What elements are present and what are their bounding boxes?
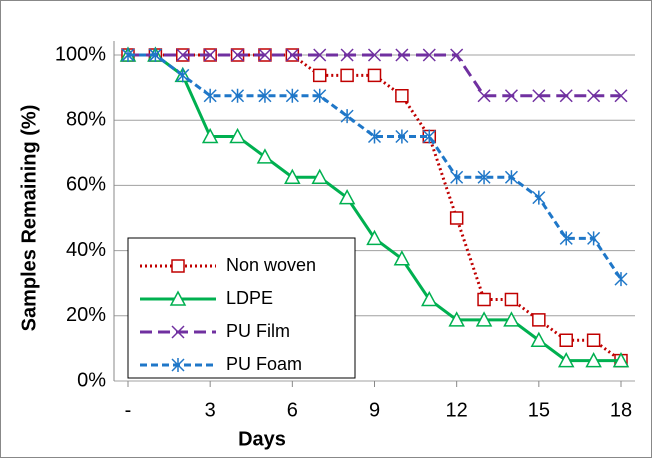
marker	[477, 170, 491, 185]
marker	[231, 48, 245, 62]
marker	[203, 48, 217, 62]
marker	[313, 88, 327, 103]
marker	[586, 333, 601, 347]
marker	[340, 68, 354, 83]
y-tick-label: 40%	[66, 239, 106, 261]
marker	[312, 68, 327, 83]
marker	[121, 48, 135, 62]
x-tick-label: 12	[446, 399, 468, 421]
marker	[559, 231, 573, 246]
marker	[201, 127, 219, 144]
legend-marker	[171, 325, 185, 339]
legend-marker	[169, 290, 187, 306]
marker	[530, 331, 548, 347]
legend-label: PU Film	[226, 321, 290, 341]
marker	[614, 89, 628, 103]
marker	[585, 352, 602, 368]
x-tick-label: -	[125, 399, 132, 421]
marker	[176, 68, 190, 83]
x-tick-label: 9	[369, 399, 380, 421]
marker	[176, 48, 190, 62]
x-tick-label: 15	[528, 399, 550, 421]
legend-marker	[171, 358, 185, 372]
marker	[612, 352, 630, 368]
marker	[367, 68, 382, 83]
y-tick-label: 100%	[55, 43, 106, 65]
marker	[340, 48, 354, 62]
x-axis-title: Days	[238, 428, 286, 450]
marker	[285, 88, 299, 103]
y-tick-label: 0%	[77, 369, 106, 391]
marker	[504, 170, 518, 185]
marker	[148, 48, 162, 62]
marker	[504, 89, 518, 103]
y-tick-label: 80%	[66, 108, 106, 130]
legend-marker	[171, 259, 185, 273]
x-tick-label: 18	[610, 399, 632, 421]
marker	[503, 311, 520, 327]
marker	[449, 211, 464, 225]
marker	[395, 129, 409, 144]
y-axis-title: Samples Remaining (%)	[18, 105, 40, 332]
marker	[614, 272, 628, 287]
y-tick-label: 20%	[66, 304, 106, 326]
marker	[393, 250, 411, 266]
marker	[587, 231, 601, 246]
marker	[422, 48, 436, 62]
marker	[258, 88, 272, 103]
marker	[231, 88, 245, 103]
marker	[285, 48, 299, 62]
legend-label: LDPE	[226, 288, 273, 308]
marker	[532, 190, 546, 205]
marker	[284, 168, 301, 184]
marker	[477, 292, 491, 307]
marker	[366, 229, 383, 246]
marker	[203, 88, 217, 103]
marker	[311, 168, 328, 184]
marker	[340, 109, 354, 124]
marker	[475, 311, 493, 327]
marker	[367, 129, 382, 144]
legend	[127, 237, 356, 379]
marker	[229, 127, 246, 144]
marker	[313, 48, 327, 62]
marker	[422, 129, 436, 144]
marker	[587, 89, 601, 103]
marker	[256, 148, 274, 164]
marker	[450, 48, 464, 62]
marker	[504, 292, 519, 307]
legend-label: Non woven	[226, 255, 316, 275]
marker	[532, 313, 546, 327]
marker	[559, 333, 573, 347]
marker	[395, 48, 409, 62]
marker	[367, 48, 382, 62]
marker	[421, 290, 438, 307]
x-tick-label: 6	[287, 399, 298, 421]
marker	[450, 170, 464, 185]
legend-label: PU Foam	[226, 354, 302, 374]
y-tick-label: 60%	[66, 174, 106, 196]
marker	[559, 89, 573, 103]
marker	[448, 311, 465, 327]
marker	[395, 89, 409, 103]
x-tick-label: 3	[205, 399, 216, 421]
marker	[477, 89, 491, 103]
marker	[532, 89, 546, 103]
marker	[258, 48, 272, 62]
marker	[557, 352, 575, 368]
marker	[338, 189, 356, 205]
